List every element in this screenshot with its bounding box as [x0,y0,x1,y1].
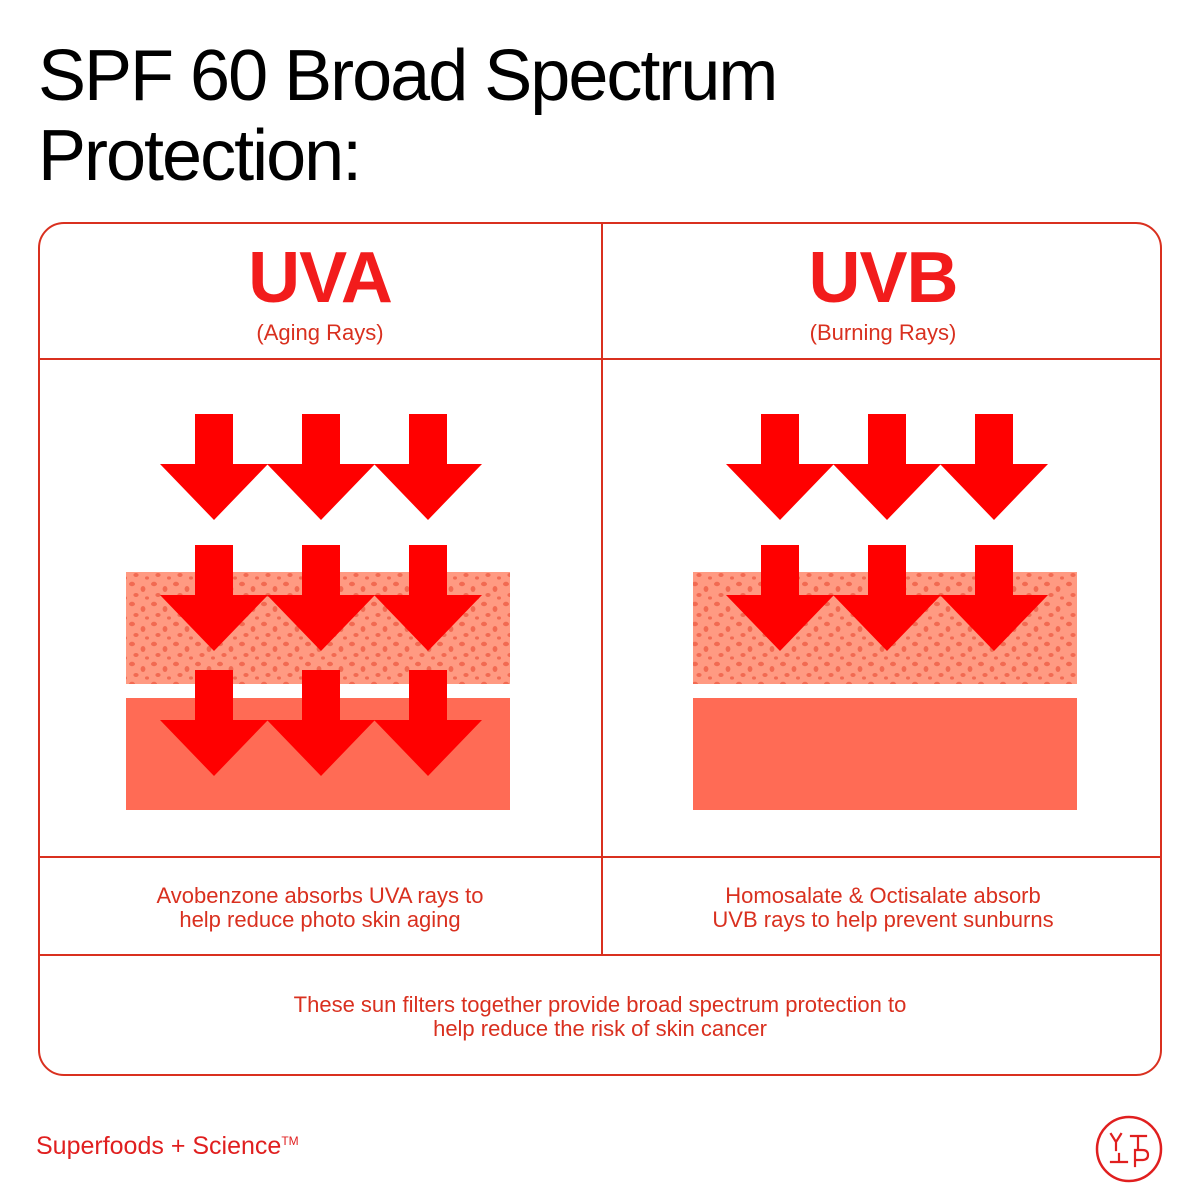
caption-divider [40,856,1160,858]
uva-header: UVA (Aging Rays) [40,224,600,358]
uva-arrow-icon [374,670,482,776]
uva-heading: UVA [248,238,393,318]
uva-arrow-icon [160,670,268,776]
uvb-skin-diagram [693,414,1077,810]
uva-subheading: (Aging Rays) [256,320,384,345]
header-divider [40,358,1160,360]
uva-caption: Avobenzone absorbs UVA rays to help redu… [40,860,600,956]
uva-arrow-icon [160,414,268,520]
uvb-arrow-icon [726,545,834,651]
uvb-caption-line-2: UVB rays to help prevent sunburns [712,907,1054,932]
summary-line-2: help reduce the risk of skin cancer [433,1016,767,1041]
summary-note: These sun filters together provide broad… [40,958,1160,1074]
uvb-header: UVB (Burning Rays) [603,224,1160,358]
uvb-dermis-layer [693,698,1077,810]
summary-line-1: These sun filters together provide broad… [293,992,907,1017]
comparison-panel: UVA (Aging Rays) [38,222,1162,1076]
uva-caption-line-1: Avobenzone absorbs UVA rays to [156,883,484,908]
uva-skin-diagram [126,414,510,810]
column-divider [601,224,603,956]
summary-divider [40,954,1160,956]
page-title: SPF 60 Broad Spectrum Protection: [38,36,778,196]
uva-caption-line-2: help reduce photo skin aging [179,907,461,932]
ytp-monogram-icon [1095,1115,1163,1183]
uvb-arrow-icon [726,414,834,520]
uvb-illustration [603,360,1160,856]
brand-tagline: Superfoods + ScienceTM [36,1132,299,1161]
uva-arrow-icon [374,414,482,520]
uvb-caption: Homosalate & Octisalate absorb UVB rays … [603,860,1160,956]
uva-arrow-icon [267,670,375,776]
uva-arrow-icon [160,545,268,651]
uvb-caption-line-1: Homosalate & Octisalate absorb [725,883,1041,908]
uva-arrow-icon [267,545,375,651]
uvb-arrow-icon [833,414,941,520]
uva-illustration [40,360,600,856]
uva-arrow-icon [267,414,375,520]
uvb-arrow-icon [940,414,1048,520]
brand-name: Superfoods + Science [36,1132,282,1160]
uva-arrow-icon [374,545,482,651]
brand-trademark: TM [281,1134,299,1148]
title-line-2: Protection: [38,116,362,196]
title-line-1: SPF 60 Broad Spectrum [38,36,778,116]
uvb-arrow-icon [833,545,941,651]
uvb-arrow-icon [940,545,1048,651]
uvb-heading: UVB [808,238,958,318]
uvb-subheading: (Burning Rays) [809,320,957,345]
